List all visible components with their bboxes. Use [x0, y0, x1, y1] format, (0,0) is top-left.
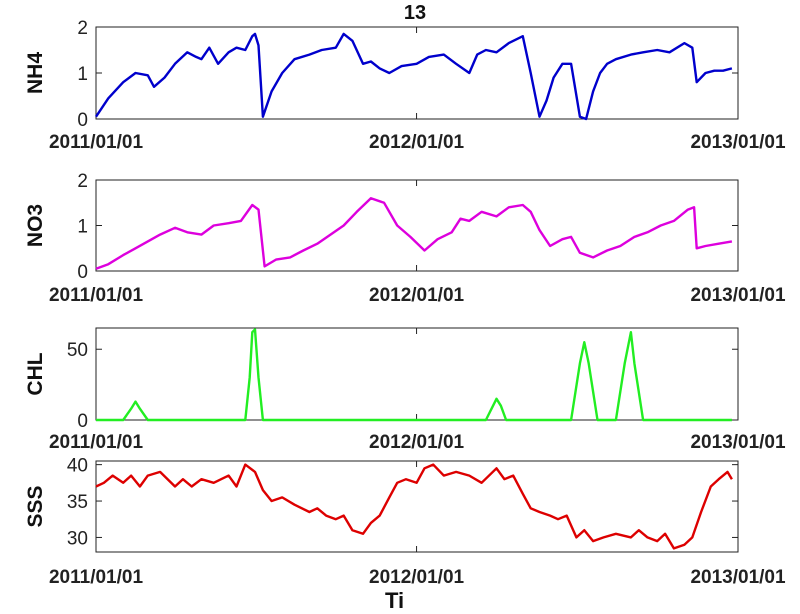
no3-ytick-label: 0: [77, 262, 88, 283]
nh4-xtick-label: 2011/01/01: [49, 132, 143, 153]
nh4-ytick-label: 1: [77, 64, 88, 85]
nh4-y-axis-label: NH4: [24, 52, 47, 94]
chl-xtick-label: 2011/01/01: [49, 432, 143, 453]
plots-canvas: 0 1 2 2011/01/01 2012/01/01 2013/01/01 NH4 0 1 2 2…: [24, 18, 786, 588]
chl-xtick-label: 2012/01/01: [369, 432, 465, 453]
nh4-xtick-label: 2013/01/01: [690, 132, 786, 153]
no3-ytick-label: 1: [77, 217, 88, 238]
sss-xtick-label: 2011/01/01: [49, 567, 143, 588]
chart-title: 13: [403, 2, 427, 24]
chl-series-line: [96, 328, 732, 422]
figure: 13 0 1 2 2011/01/01 2012/01/01 2013/01/01 NH4 0…: [24, 2, 786, 613]
sss-ytick-label: 30: [67, 528, 88, 549]
sss-ytick-label: 40: [67, 456, 88, 477]
sss-xtick-label: 2012/01/01: [369, 567, 465, 588]
no3-series-line: [95, 196, 733, 270]
x-axis-label-partial: Ti: [385, 588, 405, 613]
nh4-axes-frame: [95, 26, 739, 120]
nh4-ytick-label: 2: [77, 18, 88, 39]
no3-xtick-label: 2011/01/01: [49, 285, 143, 306]
no3-xtick-label: 2012/01/01: [369, 285, 465, 306]
sss-series-line: [95, 463, 733, 550]
nh4-xtick-label: 2012/01/01: [369, 132, 465, 153]
sss-ytick-label: 35: [67, 492, 88, 513]
chl-xtick-label: 2013/01/01: [690, 432, 786, 453]
no3-y-axis-label: NO3: [24, 204, 47, 247]
chl-y-axis-label: CHL: [24, 352, 47, 395]
no3-axes-frame: [95, 179, 739, 272]
sss-y-axis-label: SSS: [24, 485, 47, 527]
sss-axes-frame: [95, 460, 739, 553]
no3-xtick-label: 2013/01/01: [690, 285, 786, 306]
nh4-series-line: [95, 32, 733, 121]
chl-ytick-label: 0: [77, 411, 88, 432]
no3-ytick-label: 2: [77, 171, 88, 192]
chl-ytick-label: 50: [67, 340, 88, 361]
sss-xtick-label: 2013/01/01: [690, 567, 786, 588]
nh4-ytick-label: 0: [77, 110, 88, 131]
